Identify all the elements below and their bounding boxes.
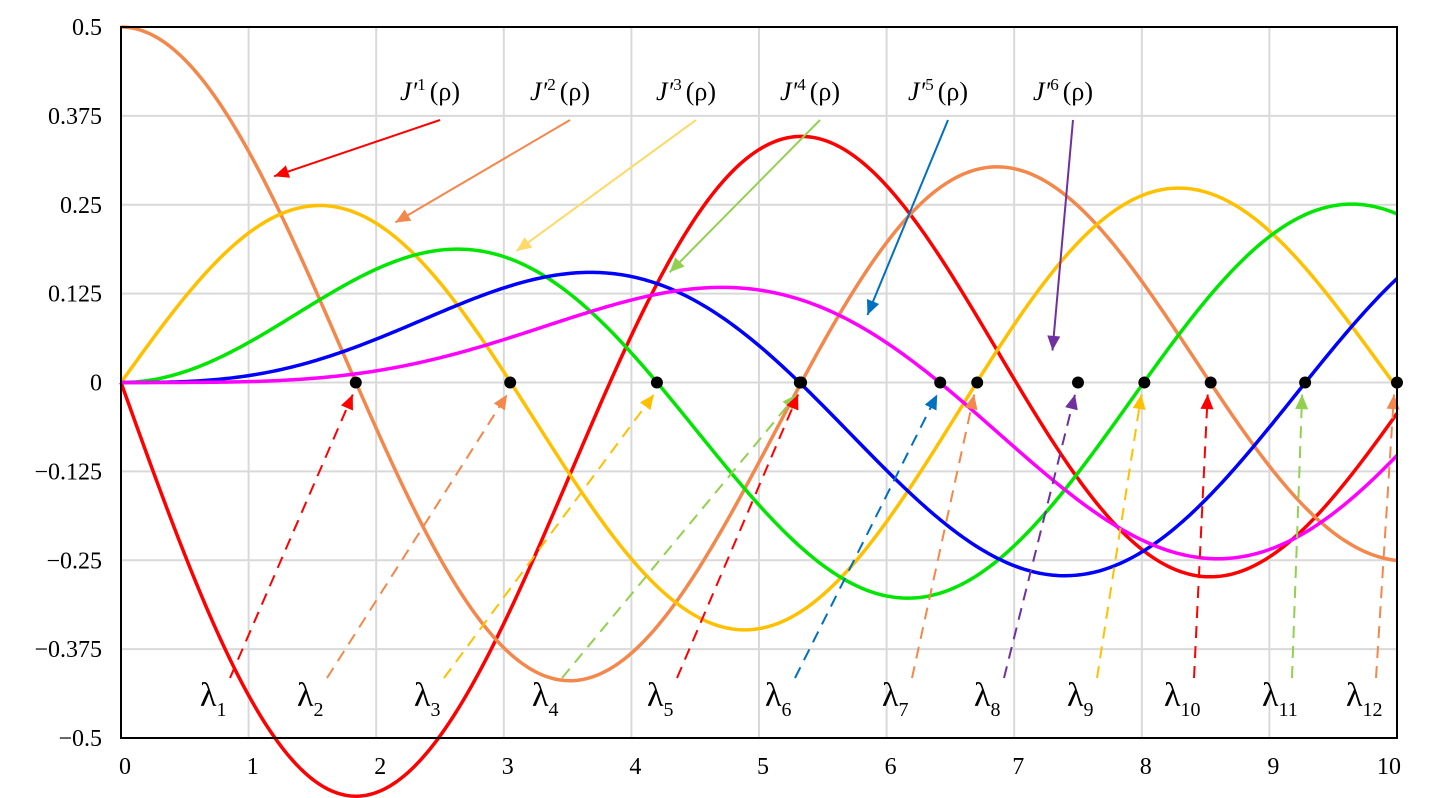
lambda-arrow-3 [443,393,655,679]
x-tick-label: 3 [502,754,514,780]
annotation-labels: J′1 (ρ) J′2 (ρ) J′3 (ρ) J′4 (ρ) J′5 (ρ) J′6 (ρ) λ1 λ2… [200,75,1383,721]
series-line-1 [119,134,1399,798]
x-tick-label: 9 [1267,754,1279,780]
x-tick-label: 7 [1012,754,1024,780]
zero-point-7 [971,376,984,389]
lambda-label-10: λ10 [1164,677,1201,721]
curve-label-arrow-2-head [395,209,412,223]
y-tick-label: 0 [90,371,102,397]
zero-point-6 [934,376,947,389]
lambda-arrow-12 [1375,394,1395,679]
y-tick-label: −0.25 [46,548,102,574]
annotation-arrows [229,119,1400,679]
curve-label-arrow-6-head [1047,335,1061,351]
curve-label-arrow-3 [515,119,697,252]
curve-label-6: J′6 (ρ) [1033,75,1093,106]
lambda-label-1: λ1 [200,677,227,721]
y-tick-label: −0.375 [34,637,102,663]
lambda-label-12: λ12 [1346,677,1383,721]
tick-labels: 0 1 2 3 4 5 6 7 8 9 10 0.5 0.375 0.25 0.125 0 −0.125 −0.2… [34,15,1401,780]
x-tick-label: 1 [247,754,259,780]
lambda-label-3: λ3 [414,677,441,721]
x-tick-label: 6 [885,754,897,780]
curve-label-arrow-5-head [867,298,880,315]
lambda-label-11: λ11 [1262,677,1298,721]
lambda-arrow-2 [326,393,509,679]
lambda-label-9: λ9 [1067,677,1094,721]
zero-points [349,376,1403,389]
lambda-arrow-1 [229,394,354,679]
lambda-arrow-7 [911,394,976,679]
x-tick-label: 8 [1140,754,1152,780]
series-line-5 [121,270,1399,578]
zero-point-11 [1299,376,1312,389]
lambda-arrow-8 [1003,394,1076,679]
curve-label-arrow-1-head [274,165,291,178]
zero-point-9 [1138,376,1151,389]
lambda-label-4: λ4 [532,677,559,721]
curve-label-arrow-6 [1051,119,1074,351]
y-tick-label: −0.125 [34,459,102,485]
lambda-arrow-2-head [493,394,508,411]
curve-label-5: J′5 (ρ) [908,75,968,106]
series-line-2 [120,25,1398,683]
plot-frame [120,26,1398,739]
curve-label-2: J′2 (ρ) [530,75,590,106]
lambda-arrow-8-head [1065,394,1078,411]
lambda-arrow-4 [561,393,798,679]
lambda-arrow-9-head [1132,394,1146,410]
lambda-arrow-5-head [786,394,799,411]
lambda-arrow-5 [676,394,800,679]
lambda-arrow-11-head [1295,394,1309,410]
x-tick-label: 4 [629,754,641,780]
curves [119,25,1399,798]
lambda-label-5: λ5 [647,677,674,721]
x-tick-label: 5 [757,754,769,780]
x-tick-label: 2 [374,754,386,780]
zero-point-2 [504,376,517,389]
lambda-arrow-6-head [924,394,938,411]
lambda-arrow-7-head [964,394,978,411]
curve-label-arrow-3-head [516,237,533,251]
x-tick-label: 10 [1377,754,1401,780]
y-tick-label: −0.5 [58,726,102,752]
y-tick-label: 0.5 [72,15,102,41]
lambda-label-6: λ6 [765,677,792,721]
lambda-arrow-9 [1096,394,1143,679]
series-line-4 [120,202,1398,600]
curve-label-arrow-5 [866,119,949,316]
y-tick-label: 0.125 [48,282,102,308]
zero-point-10 [1204,376,1217,389]
curve-label-arrow-4-head [669,257,685,273]
lambda-label-7: λ7 [882,677,909,721]
curve-label-3: J′3 (ρ) [656,75,716,106]
zero-point-8 [1072,376,1084,389]
series-line-3 [119,186,1399,632]
lambda-arrow-11 [1291,394,1304,679]
zero-point-1 [349,376,362,389]
lambda-arrow-1-head [340,394,353,411]
lambda-arrow-10 [1193,394,1209,679]
curve-label-1: J′1 (ρ) [400,75,460,106]
curve-label-4: J′4 (ρ) [780,75,840,106]
zero-point-3 [650,376,663,389]
lambda-arrow-6 [794,394,939,679]
lambda-arrow-10-head [1200,394,1214,410]
lambda-arrow-3-head [639,394,654,411]
lambda-label-2: λ2 [297,677,324,721]
zero-point-5 [795,376,808,389]
series-line-6 [121,285,1399,561]
curve-label-arrow-2 [394,119,571,224]
curve-label-arrow-4 [668,119,821,273]
y-tick-label: 0.25 [60,193,102,219]
x-tick-label: 0 [119,754,131,780]
curve-label-arrow-1 [273,119,441,178]
y-tick-label: 0.375 [48,104,102,130]
lambda-label-8: λ8 [974,677,1001,721]
